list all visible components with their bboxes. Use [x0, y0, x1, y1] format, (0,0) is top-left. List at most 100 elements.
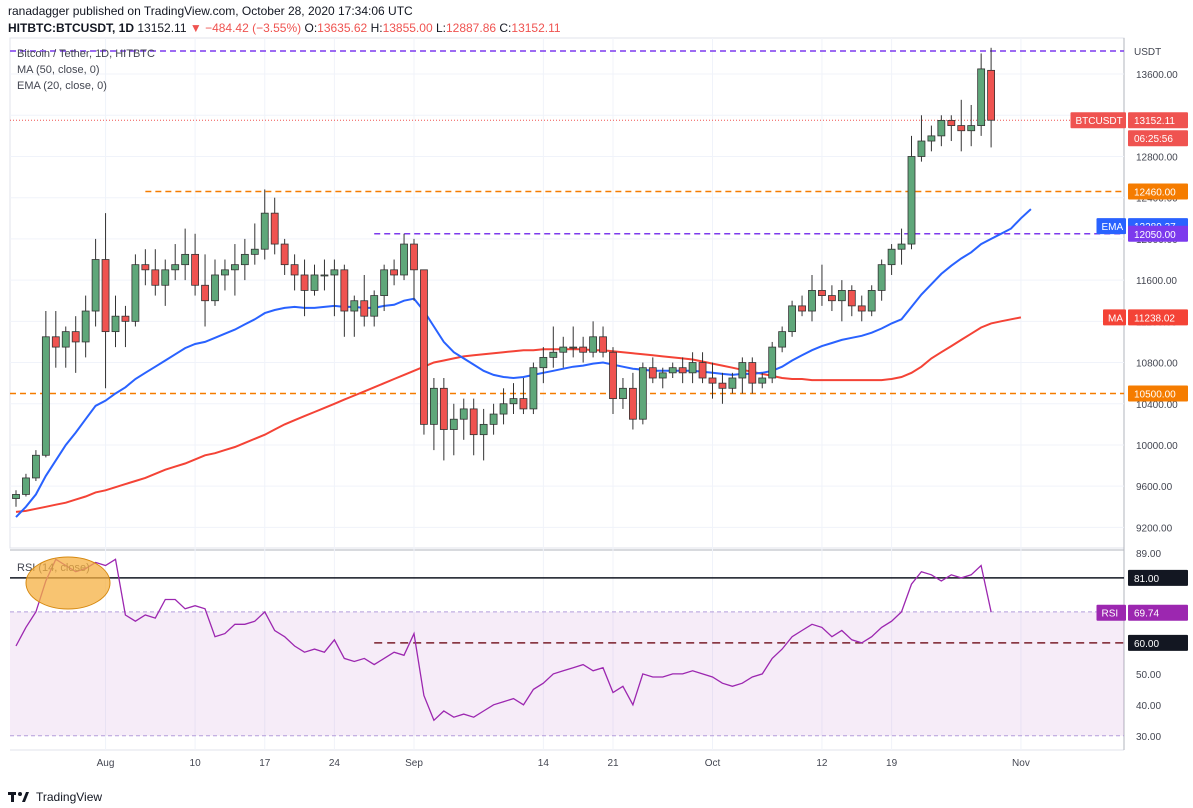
candle — [648, 357, 657, 384]
candle-body — [380, 269, 389, 296]
candle — [778, 326, 787, 353]
candle-body — [529, 367, 538, 410]
candle-body — [808, 290, 816, 312]
candle-body — [71, 331, 80, 343]
candle — [280, 238, 289, 275]
rsi-series — [15, 558, 992, 722]
candle — [320, 259, 329, 291]
low-label: L: — [435, 21, 446, 35]
rsi-60-badge: 60.00 — [1128, 634, 1188, 651]
time-tick-label: 10 — [190, 758, 202, 769]
time-tick-label: Oct — [705, 758, 721, 769]
ma50-series — [15, 316, 1022, 513]
candle — [539, 347, 548, 384]
level-badge-12460: 12460.00 — [1128, 183, 1188, 200]
candle — [599, 326, 607, 358]
countdown-badge-bg — [1128, 130, 1188, 147]
candle-body — [698, 362, 707, 379]
candle — [260, 189, 269, 260]
candle — [121, 305, 130, 348]
time-tick-label: Aug — [97, 758, 115, 769]
candle-body — [131, 264, 140, 322]
countdown-badge: 06:25:56 — [1128, 130, 1188, 147]
candle-body — [609, 351, 617, 400]
price-tick-label: 10400.00 — [1136, 400, 1178, 411]
candle — [519, 378, 528, 415]
candle — [51, 311, 60, 368]
candle-body — [310, 274, 319, 291]
level-badge-10500-bg — [1128, 385, 1188, 402]
candle-body — [668, 367, 677, 374]
candle-body — [459, 408, 468, 420]
ma-line — [15, 316, 1022, 513]
price-change: ▼ −484.42 (−3.55%) — [189, 21, 302, 35]
rsi-81-badge-bg — [1128, 569, 1188, 586]
rsi-value-badge: 69.74 RSI — [1096, 604, 1188, 621]
candle-body — [410, 243, 418, 271]
candle-body — [638, 367, 647, 420]
candle — [897, 228, 906, 265]
candle-body — [141, 264, 150, 271]
ema-badge-title: EMA — [1102, 222, 1124, 233]
time-tick-label: Sep — [405, 758, 423, 769]
candle — [101, 213, 110, 389]
candle — [589, 321, 597, 358]
candle — [420, 269, 428, 435]
time-tick-label: 21 — [607, 758, 619, 769]
candle-body — [350, 300, 359, 312]
candle-body — [171, 264, 180, 271]
candle-body — [201, 284, 209, 302]
candle — [270, 197, 279, 255]
candle-body — [768, 346, 777, 379]
rsi-81-badge: 81.00 — [1128, 569, 1188, 586]
candle-body — [420, 269, 428, 425]
candle — [380, 264, 389, 312]
level-badge-12050-bg — [1128, 225, 1188, 242]
open-label: O: — [304, 21, 318, 35]
candle-body — [778, 331, 787, 348]
candle — [828, 285, 836, 312]
time-tick-label: 12 — [816, 758, 828, 769]
candle — [509, 383, 518, 415]
candle-body — [390, 269, 399, 276]
candle — [191, 233, 200, 296]
legend-title: Bitcoin / Tether, 1D, HITBTC — [17, 48, 155, 60]
high-label: H: — [370, 21, 383, 35]
time-tick-label: 17 — [259, 758, 271, 769]
candle — [32, 450, 40, 482]
candle — [798, 295, 806, 317]
level-badge-12460-text: 12460.00 — [1134, 188, 1176, 199]
candle — [429, 378, 438, 451]
candle — [977, 53, 986, 136]
ma-badge-title-bg — [1103, 309, 1126, 326]
price-tick-label: 9600.00 — [1136, 482, 1173, 493]
publisher-line: ranadagger published on TradingView.com,… — [8, 4, 413, 18]
symbol: HITBTC:BTCUSDT, 1D — [8, 21, 134, 35]
close-label: C: — [499, 21, 512, 35]
candle-body — [61, 331, 70, 348]
rsi-value-badge-bg — [1128, 604, 1188, 621]
footer: TradingView — [8, 790, 102, 804]
last-price-badge-title-bg — [1070, 112, 1126, 129]
candle-body — [211, 274, 219, 302]
candle-body — [121, 315, 130, 322]
header: ranadagger published on TradingView.com,… — [8, 3, 561, 37]
candle-body — [370, 295, 379, 317]
candle — [439, 378, 448, 461]
ema-line — [15, 208, 1032, 518]
candle — [81, 295, 90, 358]
candle — [171, 244, 180, 281]
candle — [151, 249, 160, 296]
candle-body — [479, 423, 488, 436]
candle-body — [280, 243, 289, 266]
ma-badge-title: MA — [1108, 313, 1123, 324]
candle — [330, 259, 339, 317]
countdown-badge-text: 06:25:56 — [1134, 134, 1173, 145]
candle — [559, 336, 568, 368]
candle — [887, 244, 896, 275]
candle — [947, 115, 956, 142]
rsi-highlight-ellipse — [25, 556, 111, 610]
candle — [688, 352, 697, 384]
legend-ma: MA (50, close, 0) — [17, 64, 100, 76]
candle — [738, 357, 747, 394]
